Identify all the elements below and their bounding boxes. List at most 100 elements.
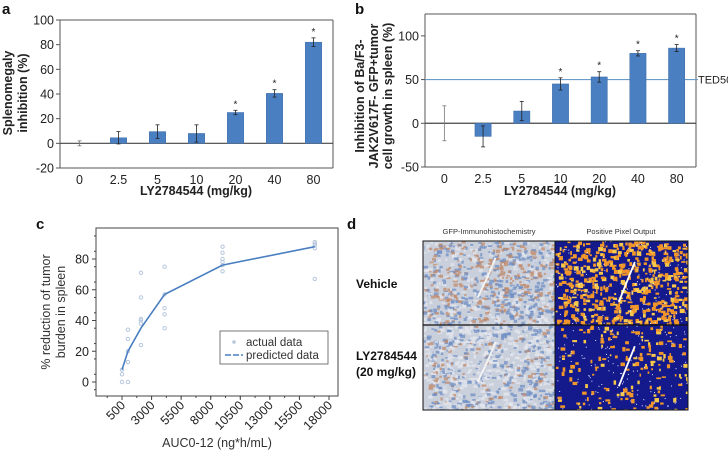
ppo-negative-pixel bbox=[610, 406, 612, 408]
ihc-stain-speck bbox=[448, 360, 453, 363]
ihc-stain-speck bbox=[553, 372, 555, 375]
ihc-stain-speck bbox=[447, 402, 452, 405]
ppo-negative-pixel bbox=[621, 372, 623, 374]
ppo-positive-pixel bbox=[670, 304, 675, 307]
ppo-negative-pixel bbox=[639, 343, 641, 345]
ihc-stain-speck bbox=[423, 322, 426, 325]
ihc-stain-speck bbox=[459, 332, 462, 336]
ihc-stain-speck bbox=[536, 373, 539, 377]
ihc-stain-speck bbox=[466, 371, 470, 374]
ppo-positive-pixel bbox=[636, 320, 642, 323]
ihc-stain-speck bbox=[508, 263, 514, 266]
ihc-stain-speck bbox=[457, 365, 463, 369]
ppo-negative-pixel bbox=[683, 275, 685, 277]
ihc-stain-speck bbox=[447, 329, 452, 333]
ihc-stain-speck bbox=[553, 305, 555, 308]
ppo-negative-pixel bbox=[580, 291, 582, 293]
ppo-negative-pixel bbox=[675, 335, 677, 337]
ihc-stain-speck bbox=[457, 369, 461, 372]
ihc-stain-speck bbox=[435, 369, 440, 373]
ihc-stain-speck bbox=[528, 328, 533, 331]
ihc-stain-speck bbox=[543, 365, 546, 368]
ihc-stain-speck bbox=[455, 252, 460, 255]
ppo-negative-pixel bbox=[675, 401, 677, 403]
ppo-positive-pixel bbox=[653, 258, 656, 262]
ihc-stain-speck bbox=[540, 251, 543, 255]
ihc-stain-speck bbox=[474, 380, 478, 384]
ihc-stain-speck bbox=[504, 299, 509, 301]
panel-b-y-axis-title: Inhibition of Ba/F3- JAK2V617F- GFP+tumo… bbox=[353, 23, 395, 170]
ihc-stain-speck bbox=[531, 265, 534, 269]
ppo-positive-pixel bbox=[652, 274, 655, 277]
ihc-stain-speck bbox=[528, 341, 532, 344]
ihc-stain-speck bbox=[511, 262, 515, 266]
ppo-negative-pixel bbox=[667, 405, 669, 407]
ppo-positive-pixel bbox=[628, 319, 633, 322]
ihc-stain-speck bbox=[424, 348, 430, 351]
ihc-stain-speck bbox=[519, 359, 525, 362]
ppo-positive-pixel bbox=[600, 334, 603, 338]
ppo-positive-pixel bbox=[587, 280, 592, 283]
ihc-stain-speck bbox=[532, 394, 537, 399]
ihc-stain-speck bbox=[451, 288, 457, 293]
ihc-stain-speck bbox=[489, 285, 493, 288]
ppo-positive-pixel bbox=[574, 307, 577, 311]
panel-c-data-point bbox=[220, 269, 225, 274]
ppo-positive-pixel bbox=[625, 250, 630, 254]
ppo-positive-pixel bbox=[626, 269, 630, 273]
ihc-stain-speck bbox=[464, 407, 467, 410]
ihc-stain-speck bbox=[488, 361, 492, 364]
ihc-stain-speck bbox=[496, 342, 500, 345]
ppo-positive-pixel bbox=[683, 363, 688, 368]
ihc-stain-speck bbox=[459, 315, 462, 319]
ppo-negative-pixel bbox=[650, 391, 652, 393]
ihc-stain-speck bbox=[504, 287, 509, 290]
ihc-stain-speck bbox=[493, 395, 497, 399]
ppo-negative-pixel bbox=[654, 391, 656, 393]
ppo-positive-pixel bbox=[583, 265, 587, 268]
ihc-stain-speck bbox=[482, 322, 487, 325]
ppo-positive-pixel bbox=[563, 334, 567, 338]
ihc-stain-speck bbox=[424, 346, 430, 349]
ppo-positive-pixel bbox=[666, 364, 671, 369]
ihc-stain-speck bbox=[469, 361, 473, 363]
ppo-positive-pixel bbox=[560, 405, 566, 408]
ppo-positive-pixel bbox=[671, 343, 676, 348]
ihc-stain-speck bbox=[498, 241, 502, 245]
ihc-stain-speck bbox=[536, 339, 539, 343]
ihc-stain-speck bbox=[523, 300, 527, 304]
ihc-stain-speck bbox=[472, 336, 478, 340]
ppo-negative-pixel bbox=[652, 283, 654, 285]
ihc-stain-speck bbox=[455, 390, 459, 392]
ihc-stain-speck bbox=[536, 365, 540, 368]
ppo-negative-pixel bbox=[651, 374, 653, 376]
ihc-stain-speck bbox=[522, 399, 525, 403]
ihc-stain-speck bbox=[424, 246, 430, 250]
ppo-positive-pixel bbox=[675, 268, 679, 272]
ihc-stain-speck bbox=[476, 384, 480, 388]
ihc-stain-speck bbox=[503, 348, 508, 351]
ppo-positive-pixel bbox=[605, 245, 608, 248]
panel-c-data-point bbox=[162, 306, 167, 311]
ihc-stain-speck bbox=[498, 354, 502, 358]
ihc-stain-speck bbox=[533, 378, 538, 382]
ihc-stain-speck bbox=[446, 247, 451, 250]
ppo-positive-pixel bbox=[662, 247, 668, 250]
ppo-positive-pixel bbox=[663, 243, 668, 248]
ppo-positive-pixel bbox=[586, 397, 589, 402]
ihc-stain-speck bbox=[553, 394, 555, 397]
ihc-stain-speck bbox=[506, 274, 511, 277]
ihc-stain-speck bbox=[496, 299, 500, 302]
ppo-negative-pixel bbox=[626, 326, 628, 328]
ppo-positive-pixel bbox=[653, 281, 657, 286]
ihc-stain-speck bbox=[517, 281, 520, 284]
ppo-positive-pixel bbox=[622, 347, 626, 351]
ihc-stain-speck bbox=[468, 369, 472, 372]
ppo-negative-pixel bbox=[644, 303, 646, 305]
ihc-stain-speck bbox=[476, 347, 481, 351]
ihc-stain-speck bbox=[502, 288, 506, 292]
ppo-positive-pixel bbox=[648, 249, 651, 252]
ppo-positive-pixel bbox=[594, 280, 598, 282]
ppo-negative-pixel bbox=[638, 274, 640, 276]
ihc-stain-speck bbox=[498, 388, 501, 390]
